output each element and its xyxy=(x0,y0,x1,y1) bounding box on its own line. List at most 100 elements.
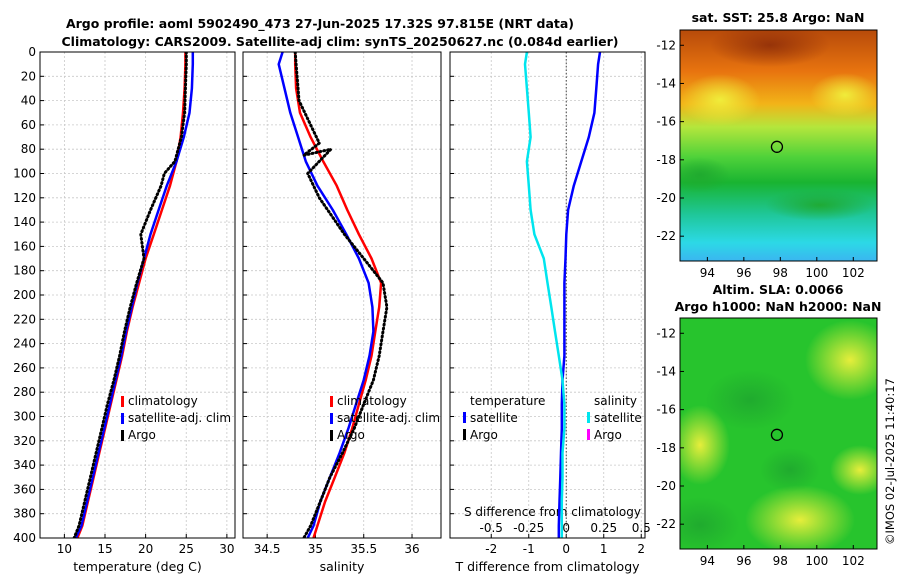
legend-label-t-argo: Argo xyxy=(470,428,498,442)
sst-map-axes: 94 96 98 100 102 -12 -14 -16 -18 -20 -22 xyxy=(656,38,864,280)
depth-tick-label: 80 xyxy=(21,142,36,156)
depth-tick-label: 320 xyxy=(13,434,36,448)
depth-tick-label: 280 xyxy=(13,385,36,399)
depth-tick-label: 300 xyxy=(13,410,36,424)
sla-lat-tick-label: -22 xyxy=(656,517,676,531)
sla-lat-tick-label: -14 xyxy=(656,364,676,378)
sst-lon-tick-label: 102 xyxy=(842,266,865,280)
sla-lat-tick-label: -18 xyxy=(656,441,676,455)
temperature-x-tick-label: 10 xyxy=(57,542,72,556)
imos-stamp: ©IMOS 02-Jul-2025 11:40:17 xyxy=(883,378,897,545)
sla-lon-tick-label: 96 xyxy=(736,554,751,568)
sst-lat-tick-label: -16 xyxy=(656,115,676,129)
salinity-legend: climatology satellite-adj. clim Argo xyxy=(330,394,440,442)
salinity-panel: 34.5 35 35.5 36 salinity xyxy=(242,51,442,574)
title-line-2: Climatology: CARS2009. Satellite-adj cli… xyxy=(61,34,618,50)
salinity-frame xyxy=(242,51,442,539)
difference-frame xyxy=(449,51,646,539)
sst-map-image xyxy=(680,30,877,261)
temperature-frame xyxy=(39,51,236,539)
sst-map-title: sat. SST: 25.8 Argo: NaN xyxy=(692,10,865,25)
depth-tick-label: 20 xyxy=(21,69,36,83)
legend-label-argo: Argo xyxy=(337,428,365,442)
difference-panel: -2 -1 0 1 2 S difference from climatology -0.5… xyxy=(449,51,651,574)
depth-tick-label: 220 xyxy=(13,312,36,326)
temperature-legend: climatology satellite-adj. clim Argo xyxy=(121,394,231,442)
legend-swatch-argo xyxy=(121,430,124,441)
depth-tick-label: 160 xyxy=(13,239,36,253)
sla-map-axes: 94 96 98 100 102 -12 -14 -16 -18 -20 -22 xyxy=(656,326,864,568)
depth-tick-label: 120 xyxy=(13,191,36,205)
legend-label-argo: Argo xyxy=(128,428,156,442)
s-difference-tick-label: 0 xyxy=(562,521,570,535)
legend-label-climatology: climatology xyxy=(128,394,198,408)
legend-swatch-t-argo xyxy=(463,429,466,440)
depth-tick-label: 140 xyxy=(13,215,36,229)
temperature-panel: 10 15 20 25 300 20 40 60 80 100 120 140 160 180 200 220… xyxy=(13,45,236,574)
s-difference-tick-label: -0.5 xyxy=(480,521,503,535)
salinity-x-tick-label: 35 xyxy=(308,542,323,556)
salinity-x-tick-label: 36 xyxy=(404,542,419,556)
temperature-series-argo xyxy=(72,52,188,538)
depth-tick-label: 340 xyxy=(13,458,36,472)
sst-lat-tick-label: -14 xyxy=(656,76,676,90)
difference-legend: temperature salinity satellite Argo sate… xyxy=(463,394,642,442)
title-line-1: Argo profile: aoml 5902490_473 27-Jun-20… xyxy=(66,16,574,32)
salinity-series-argo xyxy=(293,52,389,538)
depth-tick-label: 40 xyxy=(21,94,36,108)
depth-tick-label: 60 xyxy=(21,118,36,132)
legend-label-climatology: climatology xyxy=(337,394,407,408)
legend-swatch-argo xyxy=(330,430,333,441)
s-difference-tick-label: 0.5 xyxy=(632,521,651,535)
temperature-x-tick-label: 15 xyxy=(97,542,112,556)
sla-lon-tick-label: 100 xyxy=(805,554,828,568)
difference-x-tick-label: -2 xyxy=(485,542,497,556)
depth-tick-label: 380 xyxy=(13,507,36,521)
legend-swatch-satellite xyxy=(330,413,333,424)
sst-lat-tick-label: -22 xyxy=(656,229,676,243)
depth-tick-label: 260 xyxy=(13,361,36,375)
legend-label-s-satellite: satellite xyxy=(594,411,642,425)
sst-lat-tick-label: -12 xyxy=(656,38,676,52)
legend-swatch-s-satellite xyxy=(587,412,590,423)
depth-tick-label: 100 xyxy=(13,167,36,181)
depth-tick-label: 240 xyxy=(13,337,36,351)
salinity-series-climatology xyxy=(293,52,383,538)
salinity-x-tick-label: 34.5 xyxy=(254,542,281,556)
sst-lon-tick-label: 94 xyxy=(700,266,715,280)
legend-title-temperature: temperature xyxy=(470,394,545,408)
legend-swatch-climatology xyxy=(121,396,124,407)
sst-lon-tick-label: 100 xyxy=(805,266,828,280)
temperature-x-tick-label: 25 xyxy=(179,542,194,556)
legend-label-s-argo: Argo xyxy=(594,428,622,442)
difference-series-temperature-satellite xyxy=(557,52,602,538)
salinity-x-axis-label: salinity xyxy=(320,559,365,574)
depth-tick-label: 360 xyxy=(13,482,36,496)
sla-map-frame xyxy=(679,317,878,550)
legend-label-satellite: satellite-adj. clim xyxy=(337,411,440,425)
depth-tick-label: 200 xyxy=(13,288,36,302)
legend-swatch-t-satellite xyxy=(463,412,466,423)
sst-lat-tick-label: -20 xyxy=(656,191,676,205)
sla-argo-location-marker xyxy=(770,428,784,441)
s-difference-axis-label: S difference from climatology xyxy=(464,505,641,519)
sla-lat-tick-label: -16 xyxy=(656,403,676,417)
sla-lat-tick-label: -20 xyxy=(656,479,676,493)
difference-x-tick-label: 1 xyxy=(600,542,608,556)
temperature-x-tick-label: 20 xyxy=(138,542,153,556)
difference-x-axis-label: T difference from climatology xyxy=(454,559,640,574)
depth-tick-label: 400 xyxy=(13,531,36,545)
difference-x-tick-label: 2 xyxy=(637,542,645,556)
sla-lat-tick-label: -12 xyxy=(656,326,676,340)
sst-lat-tick-label: -18 xyxy=(656,153,676,167)
depth-tick-label: 180 xyxy=(13,264,36,278)
temperature-series-satellite-adj-clim xyxy=(74,52,195,538)
difference-x-tick-label: 0 xyxy=(562,542,570,556)
sst-argo-location-marker xyxy=(770,140,784,153)
legend-label-t-satellite: satellite xyxy=(470,411,518,425)
legend-title-salinity: salinity xyxy=(594,394,637,408)
temperature-x-tick-label: 30 xyxy=(219,542,234,556)
legend-label-satellite: satellite-adj. clim xyxy=(128,411,231,425)
